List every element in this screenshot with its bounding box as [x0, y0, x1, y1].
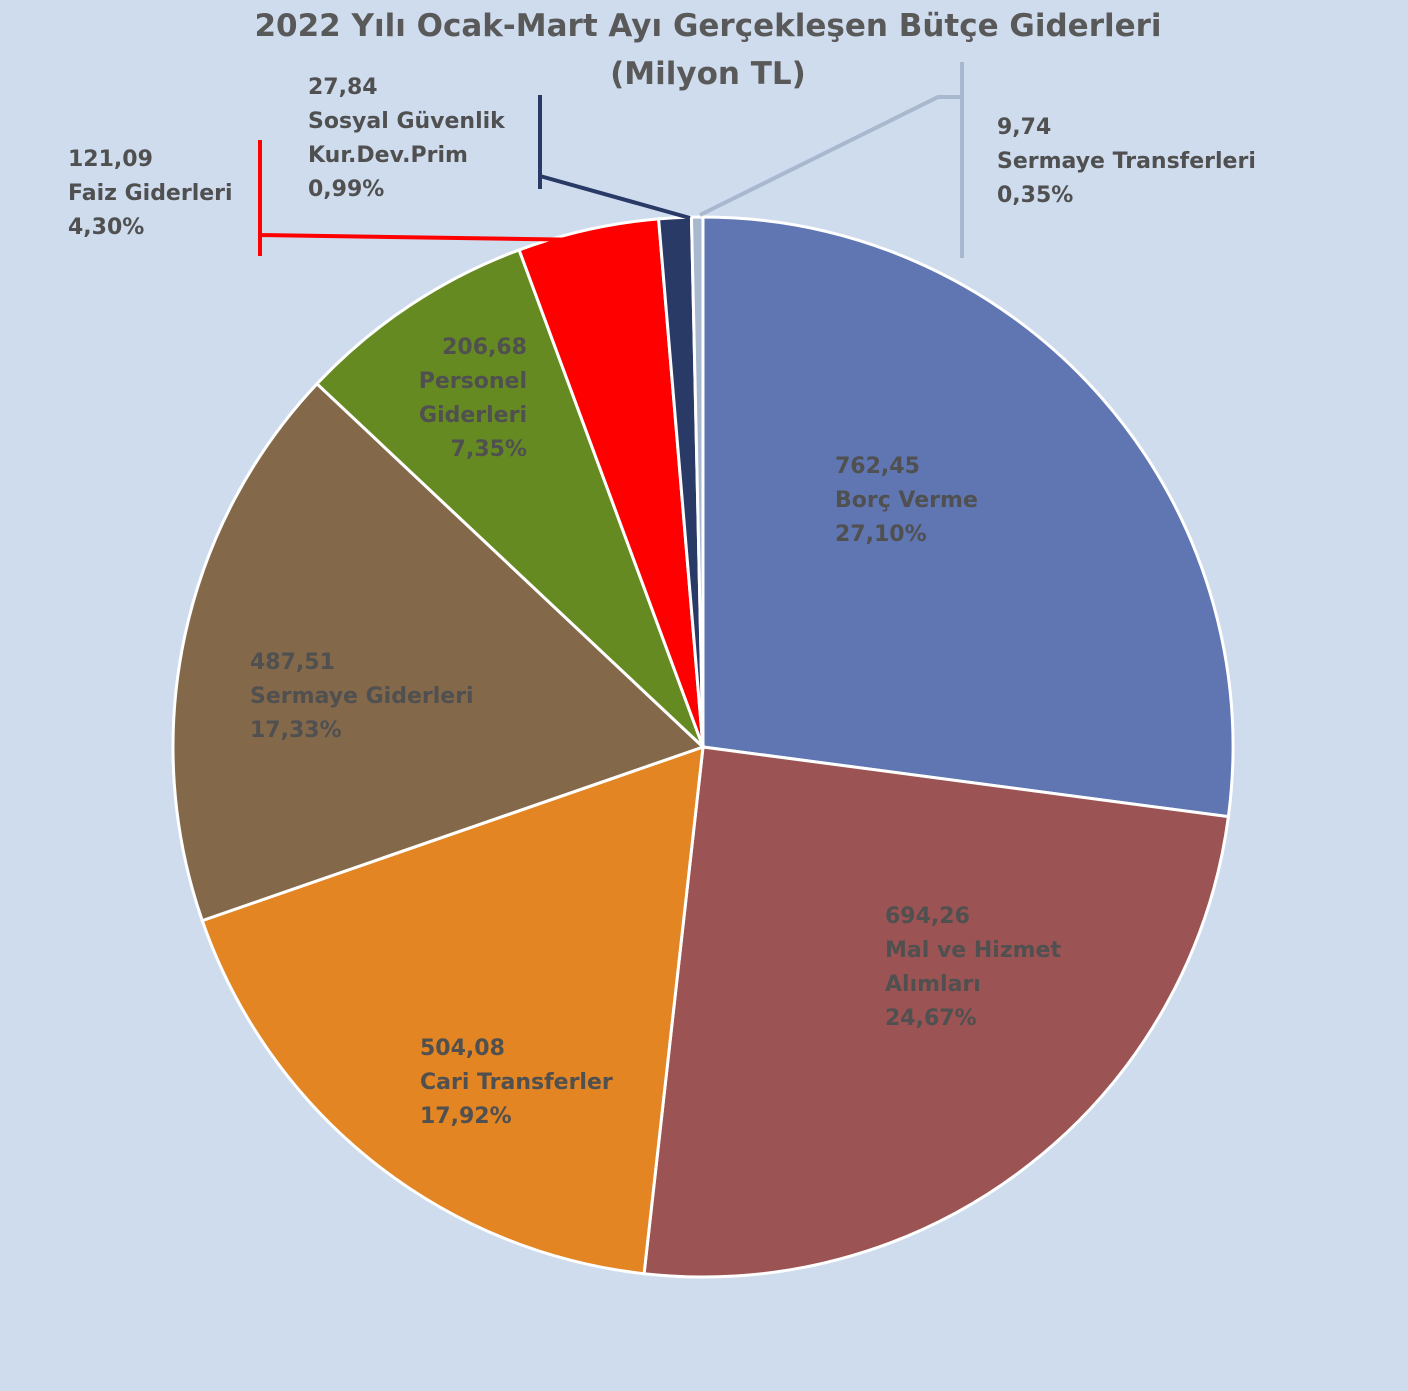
data-label: 121,09 Faiz Giderleri 4,30%	[68, 143, 233, 245]
percent-label: 0,35%	[997, 183, 1074, 208]
category-label: Faiz Giderleri	[68, 181, 233, 206]
percent-label: 24,67%	[885, 1006, 977, 1031]
value-label: 762,45	[835, 454, 920, 479]
pie-slice	[701, 215, 1235, 819]
leader-line	[538, 95, 691, 220]
value-label: 27,84	[308, 75, 378, 100]
data-label: 9,74 Sermaye Transferleri 0,35%	[997, 111, 1256, 213]
percent-label: 7,35%	[450, 437, 527, 462]
category-label: Borç Verme	[835, 488, 978, 513]
chart-subtitle: (Milyon TL)	[610, 56, 806, 92]
leader-line	[699, 62, 964, 258]
category-label: Personel Giderleri	[418, 369, 527, 428]
leader-line	[258, 140, 591, 256]
pie-slice	[171, 381, 706, 923]
value-label: 504,08	[420, 1036, 505, 1061]
value-label: 487,51	[250, 650, 335, 675]
data-label: 504,08 Cari Transferler 17,92%	[420, 1032, 613, 1134]
category-label: Cari Transferler	[420, 1070, 613, 1095]
percent-label: 27,10%	[835, 522, 927, 547]
percent-label: 17,92%	[420, 1104, 512, 1129]
chart-title: 2022 Yılı Ocak-Mart Ayı Gerçekleşen Bütç…	[254, 8, 1162, 44]
value-label: 206,68	[442, 335, 527, 360]
value-label: 694,26	[885, 904, 970, 929]
pie-slice	[314, 247, 705, 749]
pie-slice	[689, 215, 705, 748]
data-label: 694,26 Mal ve Hizmet Alımları 24,67%	[885, 900, 1085, 1036]
category-label: Sermaye Transferleri	[997, 149, 1256, 174]
data-label: 762,45 Borç Verme 27,10%	[835, 450, 978, 552]
data-label: 487,51 Sermaye Giderleri 17,33%	[250, 646, 474, 748]
value-label: 121,09	[68, 147, 153, 172]
category-label: Mal ve Hizmet Alımları	[885, 938, 1061, 997]
pie-slice	[642, 745, 1231, 1279]
data-label: 27,84 Sosyal Güvenlik Kur.Dev.Prim 0,99%	[308, 71, 538, 207]
percent-label: 0,99%	[308, 177, 385, 202]
percent-label: 4,30%	[68, 215, 145, 240]
category-label: Sosyal Güvenlik Kur.Dev.Prim	[308, 109, 505, 168]
category-label: Sermaye Giderleri	[250, 684, 474, 709]
value-label: 9,74	[997, 115, 1052, 140]
percent-label: 17,33%	[250, 718, 342, 743]
data-label: 206,68 Personel Giderleri 7,35%	[387, 331, 527, 467]
